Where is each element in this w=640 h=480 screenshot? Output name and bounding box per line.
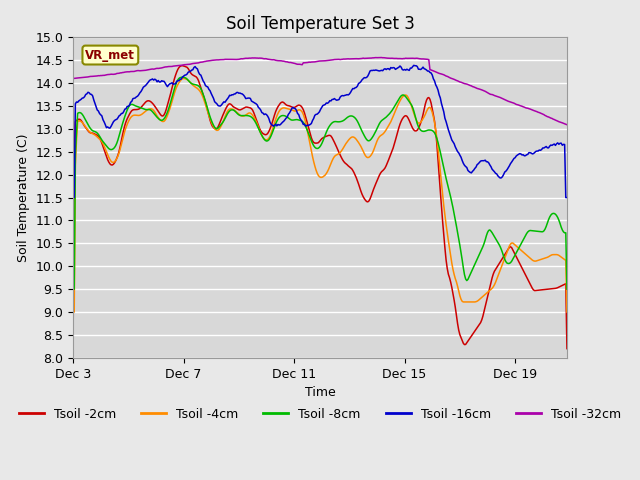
Tsoil -8cm [69, 286, 77, 292]
Tsoil -16cm [161, 80, 169, 86]
Legend: Tsoil -2cm, Tsoil -4cm, Tsoil -8cm, Tsoil -16cm, Tsoil -32cm: Tsoil -2cm, Tsoil -4cm, Tsoil -8cm, Tsoi… [14, 403, 626, 425]
Tsoil -4cm [180, 76, 188, 82]
Tsoil -8cm [151, 112, 159, 118]
Tsoil -2cm [161, 110, 169, 116]
Tsoil -8cm [461, 272, 468, 277]
Tsoil -2cm [69, 346, 77, 351]
Tsoil -2cm [151, 103, 159, 109]
Tsoil -32cm [151, 66, 159, 72]
Tsoil -4cm [161, 117, 169, 123]
Tsoil -16cm [563, 195, 571, 201]
Tsoil -8cm [161, 114, 169, 120]
Title: Soil Temperature Set 3: Soil Temperature Set 3 [225, 15, 415, 33]
Tsoil -4cm [197, 90, 205, 96]
Tsoil -8cm [232, 108, 239, 114]
Tsoil -32cm [161, 64, 169, 70]
Tsoil -8cm [179, 74, 186, 80]
Line: Tsoil -32cm: Tsoil -32cm [73, 58, 567, 125]
Tsoil -4cm [461, 299, 468, 305]
Tsoil -16cm [230, 91, 238, 97]
Tsoil -32cm [461, 81, 468, 86]
Tsoil -4cm [563, 309, 571, 315]
Tsoil -8cm [197, 86, 205, 92]
Tsoil -32cm [378, 55, 385, 60]
Tsoil -4cm [232, 108, 239, 114]
Line: Tsoil -2cm: Tsoil -2cm [73, 66, 567, 348]
Tsoil -32cm [563, 122, 571, 128]
Y-axis label: Soil Temperature (C): Soil Temperature (C) [17, 133, 30, 262]
Tsoil -16cm [410, 62, 418, 68]
Tsoil -16cm [196, 72, 204, 77]
Line: Tsoil -4cm: Tsoil -4cm [73, 79, 567, 312]
Tsoil -16cm [461, 162, 468, 168]
Line: Tsoil -16cm: Tsoil -16cm [73, 65, 567, 198]
Tsoil -2cm [461, 342, 468, 348]
Tsoil -16cm [151, 76, 159, 82]
Text: VR_met: VR_met [85, 48, 135, 61]
Tsoil -32cm [196, 60, 204, 65]
Tsoil -4cm [151, 109, 159, 115]
Tsoil -4cm [88, 130, 95, 136]
Tsoil -2cm [197, 85, 205, 91]
Tsoil -16cm [69, 195, 77, 201]
Tsoil -2cm [563, 346, 571, 351]
Tsoil -32cm [88, 73, 95, 79]
Tsoil -8cm [88, 127, 95, 132]
Line: Tsoil -8cm: Tsoil -8cm [73, 77, 567, 289]
Tsoil -32cm [230, 57, 238, 62]
Tsoil -8cm [563, 286, 571, 292]
Tsoil -2cm [179, 63, 186, 69]
X-axis label: Time: Time [305, 386, 335, 399]
Tsoil -2cm [232, 105, 239, 111]
Tsoil -2cm [88, 130, 95, 136]
Tsoil -16cm [88, 92, 95, 97]
Tsoil -4cm [69, 309, 77, 315]
Tsoil -32cm [69, 75, 77, 81]
